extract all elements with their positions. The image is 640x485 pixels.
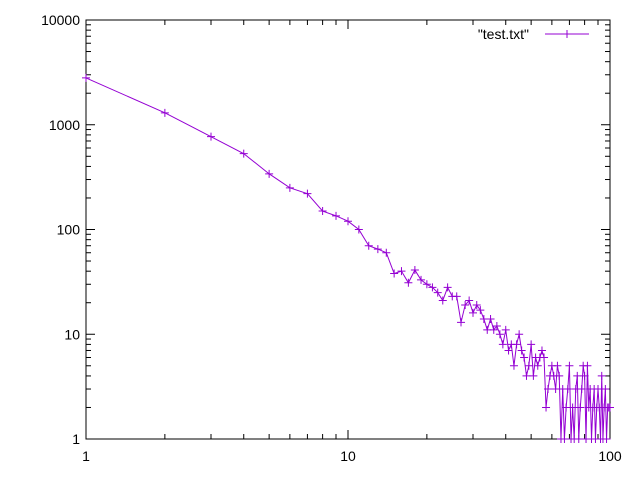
legend-label: "test.txt": [478, 26, 529, 42]
data-point: [492, 321, 501, 330]
data-point: [601, 385, 610, 394]
data-point: [568, 403, 577, 412]
data-point: [576, 403, 585, 412]
data-point: [551, 385, 560, 394]
data-point: [332, 211, 341, 220]
y-tick-label: 1: [72, 431, 80, 447]
data-point: [580, 371, 589, 380]
data-point: [443, 283, 452, 292]
data-point: [457, 318, 466, 327]
data-point: [533, 361, 542, 370]
data-point: [495, 330, 504, 339]
series-layer: [82, 73, 614, 443]
data-point: [504, 346, 513, 355]
data-point: [472, 301, 481, 310]
data-point: [410, 266, 419, 275]
y-tick-label: 10000: [41, 12, 80, 28]
data-point: [404, 278, 413, 287]
data-point: [469, 308, 478, 317]
legend: "test.txt": [478, 26, 589, 42]
data-point: [486, 314, 495, 323]
data-point: [529, 371, 538, 380]
data-point: [373, 245, 382, 254]
data-point: [573, 371, 582, 380]
data-point: [239, 149, 248, 158]
data-point: [553, 361, 562, 370]
data-point: [520, 353, 529, 362]
axes-layer: 1 10 100 1 10 100 1000 10000: [41, 12, 622, 464]
data-point: [285, 183, 294, 192]
data-point: [207, 132, 216, 141]
data-point: [265, 169, 274, 178]
data-point: [160, 108, 169, 117]
data-point: [390, 269, 399, 278]
data-point: [303, 189, 312, 198]
data-point: [527, 340, 536, 349]
data-point: [428, 283, 437, 292]
data-point: [82, 73, 90, 82]
data-point: [542, 403, 551, 412]
data-point: [354, 225, 363, 234]
x-tick-label: 10: [340, 448, 356, 464]
data-point: [524, 361, 533, 370]
data-point: [583, 361, 592, 370]
data-point: [512, 340, 521, 349]
data-point: [461, 301, 470, 310]
data-point: [438, 296, 447, 305]
data-point: [517, 346, 526, 355]
data-point: [555, 371, 564, 380]
series-line: [85, 77, 610, 440]
data-point: [540, 353, 549, 362]
data-point: [479, 314, 488, 323]
data-point: [318, 207, 327, 216]
data-point: [522, 371, 531, 380]
data-point: [417, 275, 426, 284]
data-point: [501, 325, 510, 334]
data-point: [465, 296, 474, 305]
data-point: [344, 217, 352, 226]
data-point: [498, 340, 507, 349]
data-point: [537, 346, 546, 355]
data-point: [422, 280, 431, 289]
y-tick-label: 1000: [49, 117, 80, 133]
x-tick-label: 100: [598, 448, 622, 464]
data-point: [544, 385, 553, 394]
y-tick-label: 10: [64, 326, 80, 342]
data-point: [574, 435, 583, 443]
data-point: [397, 267, 406, 276]
y-tick-label: 100: [57, 222, 81, 238]
data-point: [606, 403, 614, 412]
data-point: [594, 385, 603, 394]
data-point: [476, 306, 485, 315]
data-point: [364, 241, 373, 250]
data-point: [433, 288, 442, 297]
data-point: [382, 248, 391, 257]
data-point: [452, 292, 461, 301]
data-point: [563, 385, 572, 394]
data-point: [565, 361, 574, 370]
data-point: [602, 435, 611, 443]
data-point: [515, 330, 524, 339]
legend-marker: [563, 30, 571, 38]
data-point: [577, 385, 586, 394]
data-point: [509, 361, 518, 370]
x-tick-label: 1: [82, 448, 90, 464]
data-point: [597, 371, 606, 380]
